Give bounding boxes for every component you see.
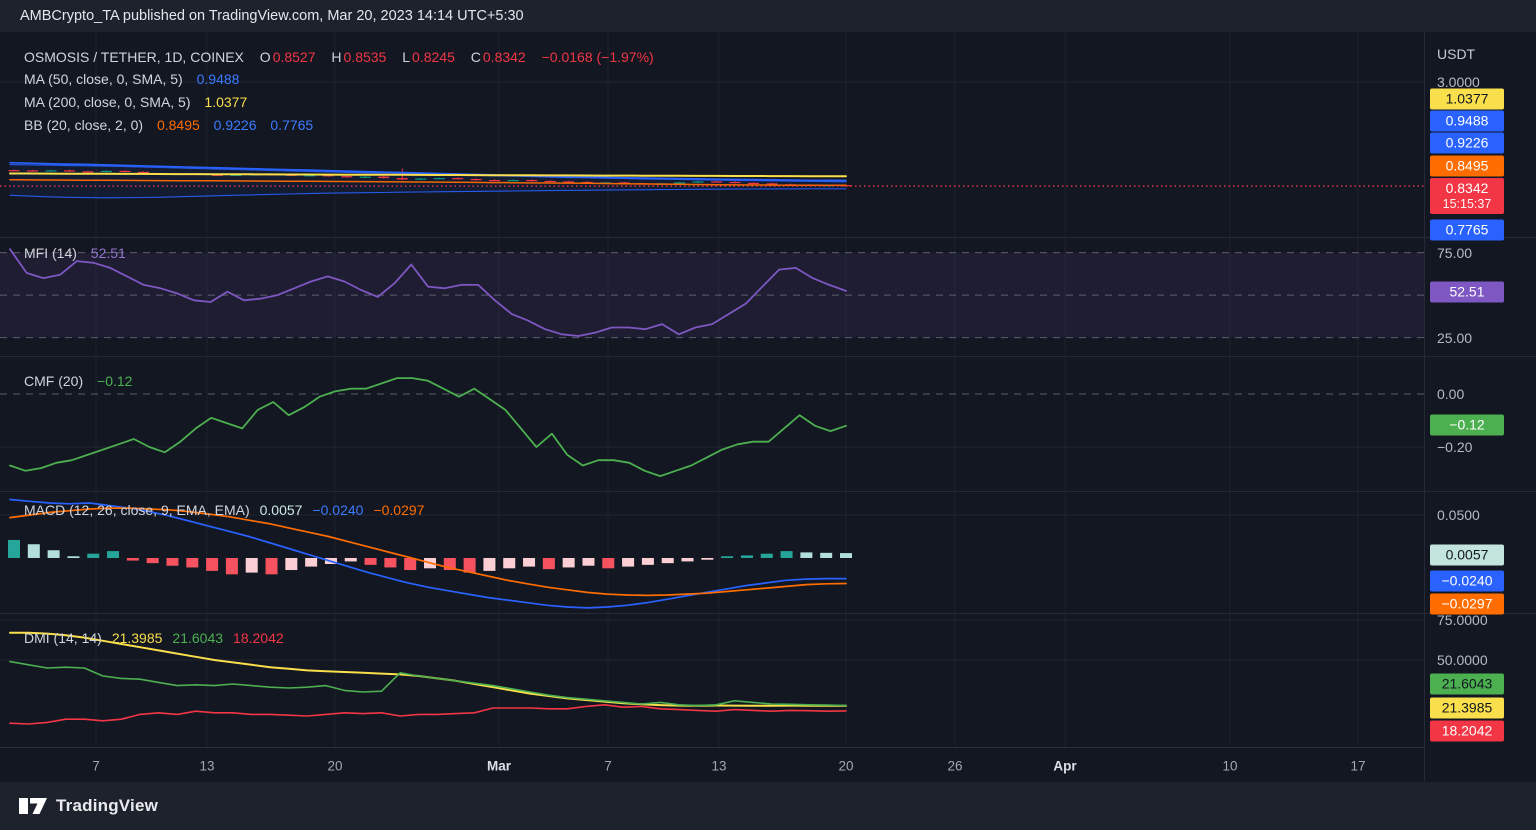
price-axis-border (1424, 32, 1425, 782)
ma200-label: MA (200, close, 0, SMA, 5) (24, 94, 191, 110)
axis-price-badge: 0.8495 (1430, 155, 1504, 177)
axis-price-badge: 0.8342 15:15:37 (1430, 178, 1504, 214)
symbol-title: OSMOSIS / TETHER, 1D, COINEX (24, 49, 244, 65)
tradingview-logo-icon[interactable] (18, 794, 48, 818)
pane-divider (0, 491, 1536, 492)
ohlc-high-value: 0.8535 (343, 49, 387, 65)
pane-divider (0, 613, 1536, 614)
bb-legend-row[interactable]: BB (20, close, 2, 0) 0.8495 0.9226 0.776… (24, 117, 315, 133)
ma200-value: 1.0377 (204, 94, 248, 110)
time-tick: 7 (604, 758, 612, 773)
dmi-legend-row[interactable]: DMI (14, 14) 21.3985 21.6043 18.2042 (24, 630, 288, 646)
axis-price-badge: 21.6043 (1430, 673, 1504, 695)
dmi-value-0: 21.3985 (111, 630, 163, 646)
bb-lower-value: 0.7765 (270, 117, 314, 133)
ohlc-close-label: C (470, 49, 481, 65)
axis-tick-label: 0.00 (1437, 386, 1465, 402)
mfi-label: MFI (14) (24, 245, 77, 261)
tradingview-logo-text[interactable]: TradingView (56, 796, 159, 815)
macd-value-1: −0.0240 (312, 502, 364, 518)
axis-price-badge: 0.0057 (1430, 544, 1504, 566)
ohlc-open-label: O (259, 49, 271, 65)
ma200-legend-row[interactable]: MA (200, close, 0, SMA, 5) 1.0377 (24, 94, 249, 110)
dmi-value-1: 21.6043 (172, 630, 224, 646)
mfi-legend-row[interactable]: MFI (14) 52.51 (24, 245, 128, 261)
price-axis[interactable]: USDT 3.0000 75.00 25.00 0.00 −0.20 0.0500 75.0… (1425, 32, 1536, 782)
axis-tick-label: 50.0000 (1437, 652, 1488, 668)
ma50-label: MA (50, close, 0, SMA, 5) (24, 71, 183, 87)
pane-divider (0, 237, 1536, 238)
macd-value-0: 0.0057 (259, 502, 303, 518)
ohlc-change-value: −0.0168 (−1.97%) (541, 49, 654, 65)
axis-tick-label: 0.0500 (1437, 507, 1480, 523)
axis-price-badge: 0.9226 (1430, 132, 1504, 154)
axis-price-badge: −0.0297 (1430, 593, 1504, 615)
macd-value-2: −0.0297 (373, 502, 425, 518)
time-tick: 20 (838, 758, 854, 773)
dmi-values: 21.3985 21.6043 18.2042 (104, 630, 286, 646)
axis-price-badge: −0.0240 (1430, 570, 1504, 592)
bb-label: BB (20, close, 2, 0) (24, 117, 144, 133)
time-tick: 26 (947, 758, 963, 773)
ma50-legend-row[interactable]: MA (50, close, 0, SMA, 5) 0.9488 (24, 71, 241, 87)
time-tick: 7 (92, 758, 100, 773)
bb-basis-value: 0.8495 (156, 117, 200, 133)
bb-upper-value: 0.9226 (213, 117, 257, 133)
ohlc-low-value: 0.8245 (412, 49, 455, 65)
mfi-value: 52.51 (90, 245, 126, 261)
time-tick: 13 (199, 758, 215, 773)
axis-price-badge: 52.51 (1430, 281, 1504, 303)
time-tick: 10 (1222, 758, 1238, 773)
axis-tick-label: 75.0000 (1437, 612, 1488, 628)
ohlc-high-label: H (331, 49, 342, 65)
axis-price-badge: 1.0377 (1430, 88, 1504, 110)
axis-currency-label: USDT (1437, 46, 1476, 62)
axis-price-badge: 21.3985 (1430, 697, 1504, 719)
published-header-bar: AMBCrypto_TA published on TradingView.co… (0, 0, 1536, 32)
time-axis[interactable]: 7 13 20 Mar 7 13 20 26 Apr 10 17 (0, 747, 1424, 783)
symbol-legend-row[interactable]: OSMOSIS / TETHER, 1D, COINEX O 0.8527 H 0.… (24, 49, 656, 65)
ohlc-low-label: L (402, 49, 411, 65)
ohlc-close-value: 0.8342 (482, 49, 526, 65)
cmf-value: −0.12 (97, 373, 133, 389)
macd-legend-row[interactable]: MACD (12, 26, close, 9, EMA, EMA) 0.0057−… (24, 502, 428, 518)
axis-price-badge: −0.12 (1430, 414, 1504, 436)
time-tick: Apr (1053, 758, 1077, 773)
published-header-text: AMBCrypto_TA published on TradingView.co… (20, 8, 524, 24)
axis-price-badge: 0.7765 (1430, 219, 1504, 241)
macd-label: MACD (12, 26, close, 9, EMA, EMA) (24, 502, 250, 518)
time-tick: 20 (327, 758, 343, 773)
ohlc-open-value: 0.8527 (272, 49, 316, 65)
axis-price-badge: 18.2042 (1430, 720, 1504, 742)
time-tick: 17 (1350, 758, 1366, 773)
footer-bar: TradingView (0, 782, 1536, 830)
axis-price-badge: 0.9488 (1430, 110, 1504, 132)
axis-tick-label: 75.00 (1437, 245, 1473, 261)
time-tick: 13 (711, 758, 727, 773)
dmi-label: DMI (14, 14) (24, 630, 102, 646)
cmf-legend-row[interactable]: CMF (20) −0.12 (24, 373, 134, 389)
cmf-label: CMF (20) (24, 373, 84, 389)
axis-tick-label: −0.20 (1437, 439, 1473, 455)
time-tick: Mar (486, 758, 512, 773)
axis-tick-label: 3.0000 (1437, 74, 1480, 90)
dmi-value-2: 18.2042 (233, 630, 284, 646)
ma50-value: 0.9488 (196, 71, 240, 87)
pane-divider (0, 356, 1536, 357)
axis-tick-label: 25.00 (1437, 330, 1473, 346)
macd-values: 0.0057 −0.0240 −0.0297 (252, 502, 427, 518)
